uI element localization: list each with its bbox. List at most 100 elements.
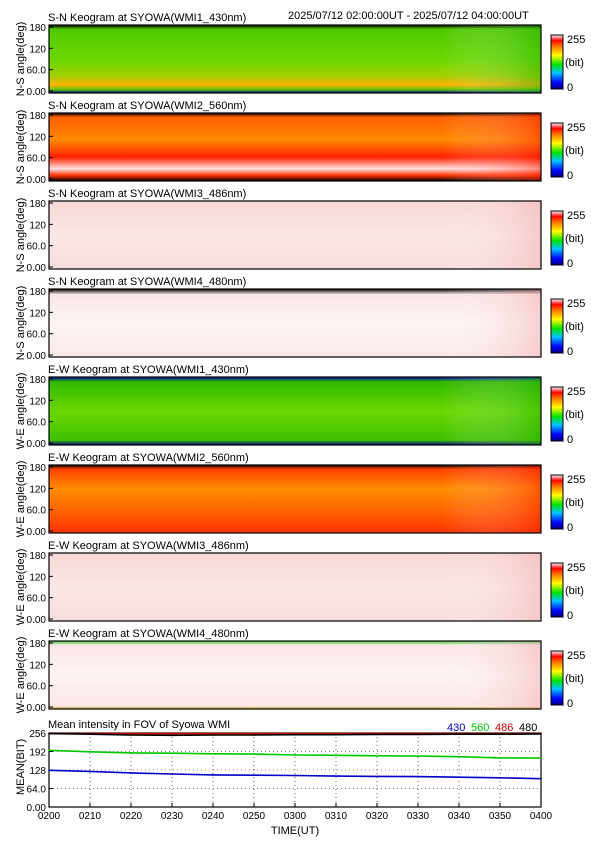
keogram-ylabel: N-S angle(deg) — [15, 110, 27, 185]
keogram-ytick-label: 60.0 — [27, 418, 47, 429]
data-point-486 — [212, 732, 214, 735]
x-tick-label: 0400 — [530, 811, 553, 822]
data-point-430 — [376, 775, 378, 778]
colorbar-max-label: 255 — [567, 210, 585, 222]
keogram-ytick-label: 120 — [29, 572, 46, 583]
colorbar — [550, 474, 564, 530]
keogram-panel-8: E-W Keogram at SYOWA(WMI4_480nm) W-E angl… — [15, 628, 585, 714]
data-point-430 — [540, 777, 542, 780]
data-point-480 — [376, 733, 378, 736]
colorbar-unit-label: (bit) — [565, 409, 584, 421]
colorbar-unit-label: (bit) — [565, 57, 584, 69]
keogram-ytick-label: 180 — [29, 551, 46, 562]
keogram-title: E-W Keogram at SYOWA(WMI1_430nm) — [48, 364, 249, 376]
keogram-ytick-label: 60.0 — [27, 330, 47, 341]
data-point-480 — [458, 733, 460, 735]
colorbar-max-label: 255 — [567, 298, 585, 310]
colorbar-min-label: 0 — [567, 698, 573, 710]
keogram-panels: S-N Keogram at SYOWA(WMI1_430nm) N-S angl… — [15, 12, 585, 714]
data-point-430 — [212, 774, 214, 776]
keogram-ytick-label: 60.0 — [27, 594, 47, 605]
data-point-430 — [458, 776, 460, 779]
keogram-frame — [48, 640, 542, 710]
data-point-560 — [376, 755, 378, 757]
keogram-ytick-label: 0.00 — [27, 615, 47, 626]
data-point-480 — [171, 734, 173, 737]
keogram-frame — [48, 112, 542, 182]
data-point-560 — [417, 755, 419, 757]
mean-intensity-chart: Mean intensity in FOV of Syowa WMI 430 56… — [15, 719, 553, 837]
keogram-ytick-label: 120 — [29, 220, 46, 231]
keogram-ytick-label: 180 — [29, 111, 46, 122]
keogram-ylabel: W-E angle(deg) — [15, 373, 27, 450]
keogram-frame — [48, 464, 542, 534]
data-point-560 — [130, 752, 132, 754]
keogram-ytick-label: 180 — [29, 23, 46, 34]
colorbar — [550, 562, 564, 618]
keogram-ytick-label: 120 — [29, 660, 46, 671]
colorbar-min-label: 0 — [567, 170, 573, 182]
data-point-480 — [212, 734, 214, 736]
y-tick-label: 192 — [29, 748, 46, 759]
data-point-560 — [540, 757, 542, 759]
colorbar-min-label: 0 — [567, 434, 573, 446]
colorbar-unit-label: (bit) — [565, 233, 584, 245]
data-point-480 — [253, 734, 255, 736]
keogram-title: S-N Keogram at SYOWA(WMI2_560nm) — [48, 100, 246, 112]
keogram-ytick-label: 0.00 — [27, 351, 47, 362]
legend-entry-560: 560 — [471, 722, 489, 734]
keogram-panel-1: S-N Keogram at SYOWA(WMI1_430nm) N-S angl… — [15, 12, 585, 98]
x-tick-label: 0240 — [202, 811, 225, 822]
colorbar-max-label: 255 — [567, 650, 585, 662]
keogram-frame — [48, 288, 542, 358]
data-point-430 — [171, 773, 173, 775]
data-point-480 — [335, 733, 337, 736]
data-point-480 — [417, 733, 419, 736]
colorbar-max-label: 255 — [567, 562, 585, 574]
keogram-ytick-label: 120 — [29, 484, 46, 495]
keogram-ytick-label: 120 — [29, 396, 46, 407]
keogram-late-shading — [49, 377, 541, 445]
keogram-title: E-W Keogram at SYOWA(WMI4_480nm) — [48, 628, 249, 640]
keogram-ytick-label: 0.00 — [27, 87, 47, 98]
data-point-560 — [458, 755, 460, 758]
colorbar-max-label: 255 — [567, 34, 585, 46]
data-point-486 — [130, 732, 132, 735]
keogram-ytick-label: 60.0 — [27, 682, 47, 693]
data-point-480 — [540, 733, 542, 735]
x-tick-label: 0320 — [366, 811, 389, 822]
keogram-panel-5: E-W Keogram at SYOWA(WMI1_430nm) W-E angl… — [15, 364, 585, 450]
colorbar-min-label: 0 — [567, 346, 573, 358]
data-point-430 — [48, 769, 50, 772]
line-chart-x-ticks: 0200 0210 0220 0230 0240 0250 0300 0310 0320 0330… — [38, 803, 553, 822]
data-point-560 — [171, 752, 173, 755]
data-point-430 — [294, 774, 296, 777]
keogram-frame — [48, 200, 542, 270]
keogram-ytick-label: 180 — [29, 375, 46, 386]
keogram-title: S-N Keogram at SYOWA(WMI1_430nm) — [48, 12, 246, 24]
colorbar-unit-label: (bit) — [565, 145, 584, 157]
x-tick-label: 0350 — [489, 811, 512, 822]
legend-entry-480: 480 — [519, 722, 537, 734]
legend-entry-430: 430 — [447, 722, 465, 734]
data-point-560 — [89, 750, 91, 753]
keogram-ytick-label: 0.00 — [27, 439, 47, 450]
x-tick-label: 0330 — [407, 811, 430, 822]
colorbar-min-label: 0 — [567, 610, 573, 622]
colorbar — [550, 650, 564, 706]
keogram-late-shading — [49, 201, 541, 269]
keogram-frame — [48, 24, 542, 94]
data-point-430 — [417, 775, 419, 778]
data-point-430 — [130, 772, 132, 774]
legend: 430 560 486 480 — [447, 722, 537, 734]
keogram-ytick-label: 60.0 — [27, 242, 47, 253]
colorbar — [550, 386, 564, 442]
keogram-frame — [48, 376, 542, 446]
keogram-ytick-label: 180 — [29, 639, 46, 650]
x-tick-label: 0300 — [284, 811, 307, 822]
data-point-480 — [89, 733, 91, 735]
colorbar-unit-label: (bit) — [565, 673, 584, 685]
keogram-ytick-label: 60.0 — [27, 154, 47, 165]
line-chart-grid — [49, 733, 541, 807]
keogram-ytick-label: 120 — [29, 44, 46, 55]
